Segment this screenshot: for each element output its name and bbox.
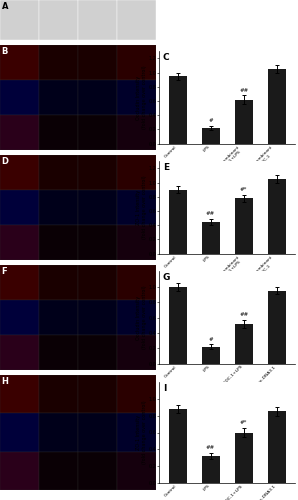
Bar: [0, 80, 39, 115]
Bar: [78, 335, 117, 370]
Bar: [117, 300, 156, 335]
Bar: [78, 414, 117, 452]
Bar: [117, 45, 156, 80]
Text: I: I: [163, 384, 166, 393]
Bar: [0, 452, 39, 490]
Text: B: B: [1, 47, 8, 56]
Bar: [268, 69, 286, 144]
Bar: [39, 155, 78, 190]
Bar: [117, 190, 156, 225]
Text: G: G: [163, 273, 170, 282]
Bar: [268, 412, 286, 483]
Text: H: H: [1, 378, 8, 386]
Bar: [0, 0, 39, 40]
Text: F: F: [1, 267, 7, 276]
Bar: [0, 300, 39, 335]
Y-axis label: Occludin Intensity
(fold change over control): Occludin Intensity (fold change over con…: [136, 66, 147, 130]
Text: #*: #*: [240, 187, 247, 192]
Text: ##: ##: [206, 444, 215, 450]
Bar: [0, 335, 39, 370]
Bar: [117, 375, 156, 414]
Bar: [78, 265, 117, 300]
Bar: [0, 225, 39, 260]
Text: D: D: [1, 157, 9, 166]
Bar: [268, 290, 286, 364]
Bar: [78, 115, 117, 150]
Text: A: A: [1, 2, 8, 11]
Text: ##: ##: [239, 312, 249, 317]
Bar: [235, 198, 253, 254]
Bar: [117, 414, 156, 452]
Bar: [78, 300, 117, 335]
Bar: [39, 375, 78, 414]
Bar: [78, 375, 117, 414]
Bar: [117, 80, 156, 115]
Bar: [39, 335, 78, 370]
Text: E: E: [163, 163, 169, 172]
Bar: [39, 452, 78, 490]
Bar: [0, 414, 39, 452]
Bar: [39, 80, 78, 115]
Text: #: #: [208, 118, 213, 123]
Bar: [117, 335, 156, 370]
Text: ##: ##: [206, 211, 215, 216]
Y-axis label: Occludin Intensity
(fold change over control): Occludin Intensity (fold change over con…: [136, 286, 147, 350]
Bar: [78, 80, 117, 115]
Bar: [39, 265, 78, 300]
Bar: [201, 347, 220, 364]
Bar: [0, 375, 39, 414]
Bar: [235, 324, 253, 364]
Bar: [169, 76, 187, 144]
Bar: [78, 225, 117, 260]
Text: #*: #*: [240, 420, 247, 425]
Bar: [169, 409, 187, 483]
Bar: [39, 115, 78, 150]
Y-axis label: ZO-1 Intensity
(fold change over control): ZO-1 Intensity (fold change over control…: [136, 176, 147, 240]
Bar: [39, 414, 78, 452]
Bar: [117, 225, 156, 260]
Bar: [0, 115, 39, 150]
Bar: [39, 225, 78, 260]
Bar: [0, 190, 39, 225]
Bar: [169, 190, 187, 254]
Bar: [78, 452, 117, 490]
Bar: [117, 115, 156, 150]
Y-axis label: ZO-1 Intensity
(fold change over control): ZO-1 Intensity (fold change over control…: [136, 400, 147, 464]
Bar: [117, 265, 156, 300]
Bar: [235, 432, 253, 483]
Bar: [0, 265, 39, 300]
Bar: [39, 0, 78, 40]
Bar: [39, 45, 78, 80]
Bar: [0, 155, 39, 190]
Bar: [201, 456, 220, 483]
Bar: [117, 155, 156, 190]
Bar: [268, 179, 286, 254]
Text: #: #: [208, 336, 213, 342]
Bar: [117, 0, 156, 40]
Bar: [78, 45, 117, 80]
Bar: [169, 286, 187, 364]
Bar: [39, 190, 78, 225]
Bar: [201, 222, 220, 254]
Bar: [78, 190, 117, 225]
Text: C: C: [163, 53, 169, 62]
Bar: [39, 300, 78, 335]
Bar: [235, 100, 253, 144]
Text: ##: ##: [239, 88, 249, 92]
Bar: [78, 155, 117, 190]
Bar: [117, 452, 156, 490]
Bar: [0, 45, 39, 80]
Bar: [201, 128, 220, 144]
Bar: [78, 0, 117, 40]
